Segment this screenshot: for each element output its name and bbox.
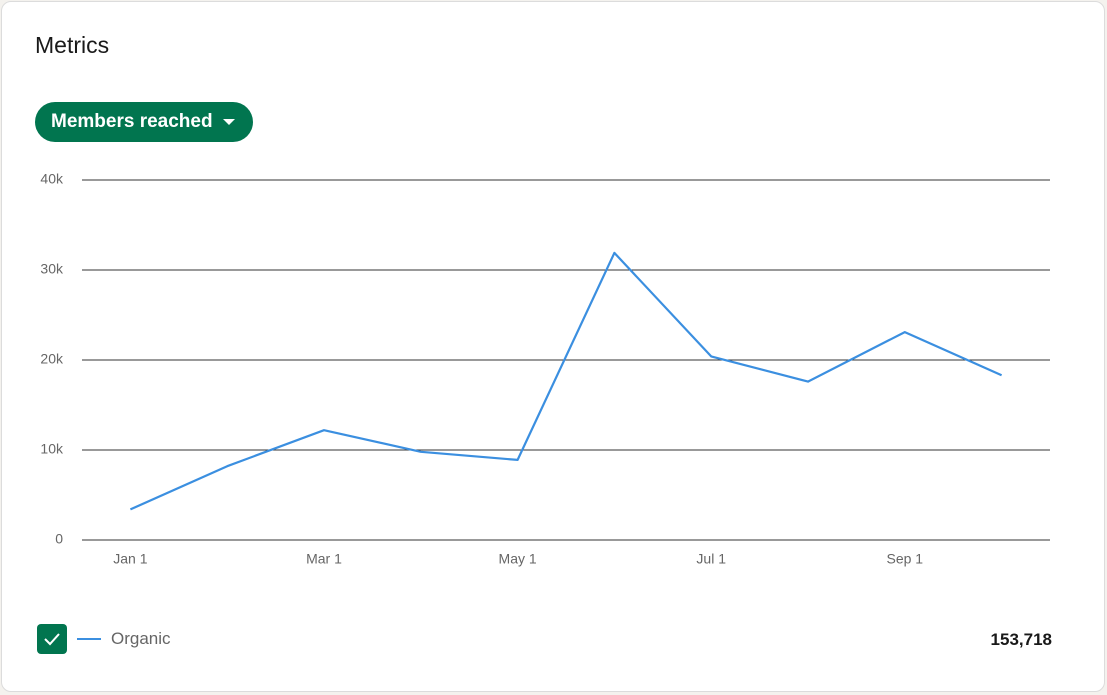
check-icon (44, 633, 60, 646)
y-tick-label: 0 (55, 531, 63, 547)
series-checkbox[interactable] (37, 624, 67, 654)
x-tick-label: Jul 1 (696, 551, 726, 567)
card-title: Metrics (35, 32, 110, 58)
legend-label: Organic (111, 629, 171, 648)
x-tick-label: May 1 (499, 551, 537, 567)
y-tick-label: 40k (40, 171, 64, 187)
y-tick-label: 30k (40, 261, 64, 277)
dropdown-caret (222, 119, 235, 125)
legend: Organic (37, 624, 171, 654)
dropdown-label: Members reached (51, 111, 213, 132)
metric-dropdown[interactable]: Members reached (35, 102, 253, 142)
chart: 0 10k 20k 30k 40k Jan 1 Mar 1 May 1 Jul 1 Sep 1 (40, 171, 1050, 567)
y-tick-label: 20k (40, 351, 64, 367)
x-tick-label: Sep 1 (887, 551, 924, 567)
series-line (129, 251, 1003, 511)
x-tick-label: Mar 1 (306, 551, 342, 567)
x-tick-label: Jan 1 (113, 551, 147, 567)
legend-swatch (77, 638, 101, 640)
y-tick-label: 10k (40, 441, 64, 457)
series-total: 153,718 (990, 630, 1052, 649)
